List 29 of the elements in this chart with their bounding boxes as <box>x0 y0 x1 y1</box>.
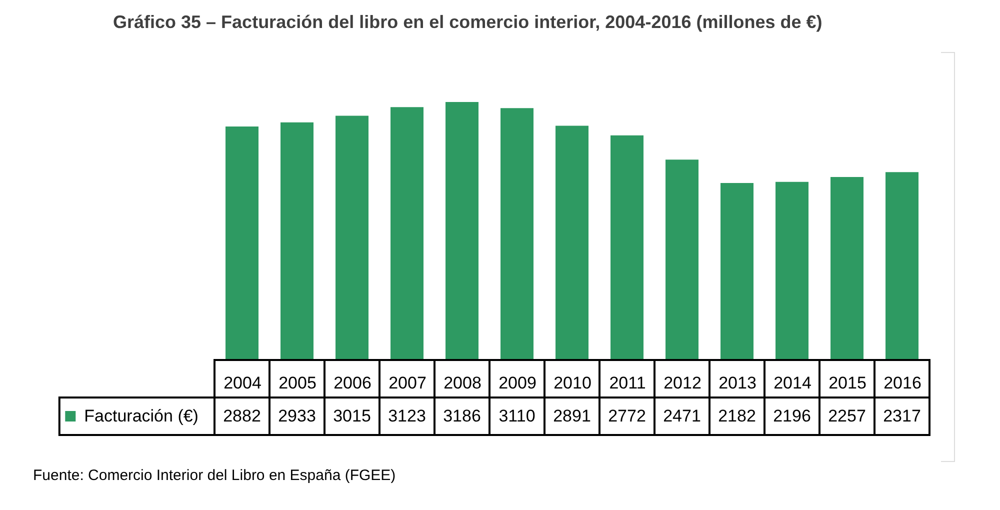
data-label: 2772 <box>608 406 646 426</box>
x-tick-label: 2010 <box>554 374 592 392</box>
x-tick-label: 2006 <box>334 374 372 392</box>
x-tick-label: 2009 <box>498 374 536 392</box>
x-tick-label: 2011 <box>609 374 646 392</box>
source-note: Fuente: Comercio Interior del Libro en España (FGEE) <box>33 467 396 484</box>
x-tick-label: 2015 <box>828 374 866 392</box>
x-tick-label: 2016 <box>884 374 922 392</box>
x-tick-label: 2004 <box>224 374 262 392</box>
x-tick-label: 2012 <box>664 374 702 392</box>
data-label: 2933 <box>278 406 316 426</box>
data-label: 3015 <box>333 406 371 426</box>
legend-label: Facturación (€) <box>84 406 198 426</box>
data-label: 3186 <box>443 406 481 426</box>
chart-title: Gráfico 35 – Facturación del libro en el comercio interior, 2004-2016 (millones de €) <box>113 12 822 32</box>
data-label: 3110 <box>498 406 536 426</box>
x-tick-label: 2005 <box>278 374 316 392</box>
x-tick-label: 2008 <box>444 374 482 392</box>
data-label: 2471 <box>663 406 701 426</box>
data-label: 2196 <box>773 406 811 426</box>
x-tick-label: 2013 <box>718 374 756 392</box>
data-label: 2257 <box>828 406 866 426</box>
data-label: 2182 <box>718 406 756 426</box>
data-label: 2317 <box>883 406 921 426</box>
data-label: 2882 <box>223 406 261 426</box>
data-label: 2891 <box>553 406 591 426</box>
data-label: 3123 <box>388 406 426 426</box>
x-tick-label: 2014 <box>774 374 812 392</box>
x-tick-label: 2007 <box>388 374 426 392</box>
